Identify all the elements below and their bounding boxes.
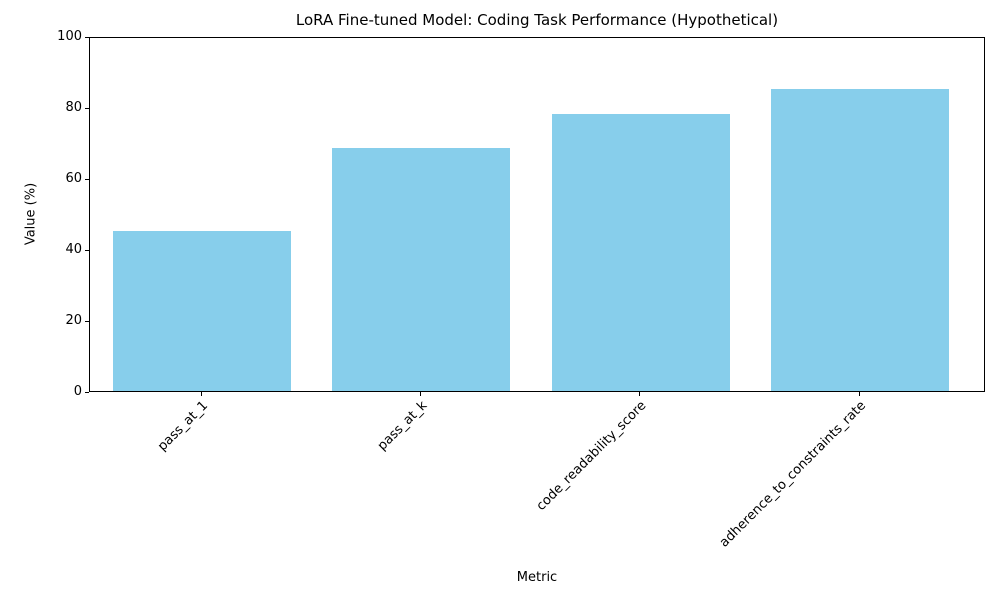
y-tick-mark xyxy=(85,320,89,322)
y-tick-label: 20 xyxy=(65,313,82,328)
y-tick-label: 80 xyxy=(65,100,82,115)
bar-code_readability_score xyxy=(551,114,730,391)
x-tick-label: adherence_to_constraints_rate xyxy=(716,398,869,551)
y-tick-label: 0 xyxy=(73,384,82,399)
x-tick-mark xyxy=(200,392,202,396)
bar-pass_at_k xyxy=(332,147,511,391)
y-tick-mark xyxy=(85,36,89,38)
bar-adherence_to_constraints_rate xyxy=(771,89,949,391)
y-tick-mark xyxy=(85,249,89,251)
x-tick-label: pass_at_1 xyxy=(154,398,211,455)
y-tick-mark xyxy=(85,391,89,393)
x-axis-label: Metric xyxy=(516,570,558,585)
y-tick-label: 40 xyxy=(65,242,82,257)
y-axis-label: Value (%) xyxy=(23,182,39,246)
y-tick-label: 60 xyxy=(65,171,82,186)
x-tick-mark xyxy=(419,392,421,396)
x-tick-label: pass_at_k xyxy=(374,398,431,454)
y-tick-mark xyxy=(85,178,89,180)
chart-title: LoRA Fine-tuned Model: Coding Task Perfo… xyxy=(295,11,779,29)
x-tick-label: code_readability_score xyxy=(534,398,650,514)
x-tick-mark xyxy=(858,392,860,396)
plot-area xyxy=(89,37,985,392)
y-tick-mark xyxy=(85,107,89,109)
bar-pass_at_1 xyxy=(113,230,291,391)
y-tick-label: 100 xyxy=(57,29,82,44)
x-tick-mark xyxy=(639,392,641,396)
